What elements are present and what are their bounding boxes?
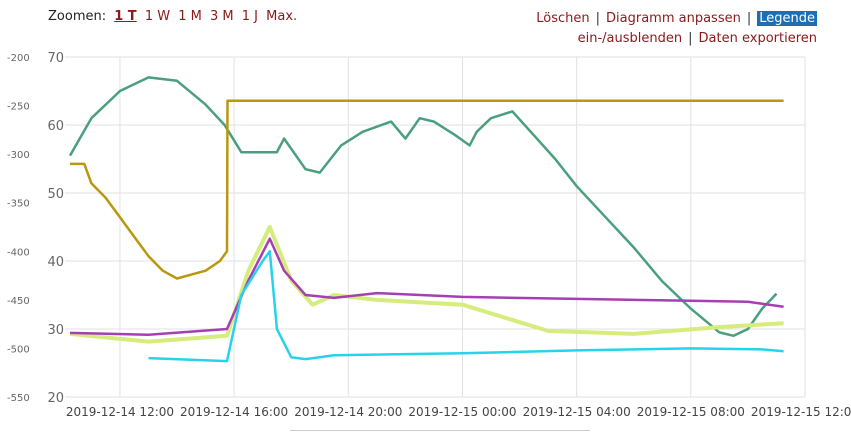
- x-tick-label: 2019-12-15 04:00: [523, 405, 631, 419]
- y-left-tick-label: -350: [7, 199, 30, 210]
- zoom-1-month-button[interactable]: 1 M: [178, 9, 202, 24]
- x-tick-label: 2019-12-15 08:00: [637, 405, 745, 419]
- zoom-label: Zoomen:: [48, 9, 107, 24]
- y-right-tick-label: 30: [47, 323, 64, 338]
- series-line-1: [68, 76, 778, 338]
- toggle-legend-link[interactable]: Legende ein-/ausblenden: [578, 11, 817, 46]
- x-tick-label: 2019-12-15 00:00: [408, 405, 516, 419]
- chart-toolbar: Zoomen: 1 T 1 W 1 M 3 M 1 J Max. Löschen…: [0, 0, 851, 56]
- chart-actions: Löschen | Diagramm anpassen | Legende ein-/a…: [377, 9, 817, 49]
- x-tick-label: 2019-12-15 12:00: [751, 405, 851, 419]
- separator: |: [746, 11, 752, 26]
- zoom-max-button[interactable]: Max.: [266, 9, 298, 24]
- navigator-scrollbar[interactable]: [290, 430, 590, 431]
- separator: |: [688, 31, 693, 46]
- chart-grid: [65, 56, 806, 398]
- series-line-5: [148, 250, 784, 363]
- zoom-bar: Zoomen: 1 T 1 W 1 M 3 M 1 J Max.: [48, 9, 297, 24]
- x-tick-label: 2019-12-14 20:00: [294, 405, 402, 419]
- series-line-3: [69, 225, 784, 344]
- y-right-tick-label: 50: [47, 187, 64, 202]
- y-left-tick-label: -300: [7, 150, 30, 161]
- x-tick-label: 2019-12-14 12:00: [66, 405, 174, 419]
- fit-chart-link[interactable]: Diagramm anpassen: [606, 11, 741, 26]
- zoom-1-day-button[interactable]: 1 T: [114, 9, 137, 24]
- separator: |: [595, 11, 601, 26]
- zoom-3-months-button[interactable]: 3 M: [210, 9, 234, 24]
- chart-series: [68, 76, 784, 363]
- delete-link[interactable]: Löschen: [536, 11, 590, 26]
- zoom-1-year-button[interactable]: 1 J: [241, 9, 259, 24]
- series-line-2: [70, 99, 784, 280]
- y-left-tick-label: -200: [7, 53, 30, 64]
- y-left-tick-label: -500: [7, 344, 30, 355]
- y-left-tick-label: -550: [7, 393, 30, 404]
- y-right-tick-label: 60: [47, 119, 64, 134]
- legend-toggle-text: ein-/ausblenden: [577, 31, 683, 46]
- legend-highlight: Legende: [757, 11, 817, 26]
- x-tick-label: 2019-12-14 16:00: [180, 405, 288, 419]
- y-left-tick-label: -250: [7, 102, 30, 113]
- export-data-link[interactable]: Daten exportieren: [698, 31, 817, 46]
- y-right-tick-label: 40: [47, 255, 64, 270]
- series-line-4: [69, 237, 784, 337]
- y-right-tick-label: 20: [47, 391, 64, 406]
- chart-axes: -200 -250 -300 -350 -400 -450 -500 -550 70 60 50 40…: [7, 51, 851, 419]
- y-left-tick-label: -450: [7, 296, 30, 307]
- zoom-1-week-button[interactable]: 1 W: [144, 9, 171, 24]
- y-right-tick-label: 70: [47, 51, 64, 66]
- y-left-tick-label: -400: [7, 247, 30, 258]
